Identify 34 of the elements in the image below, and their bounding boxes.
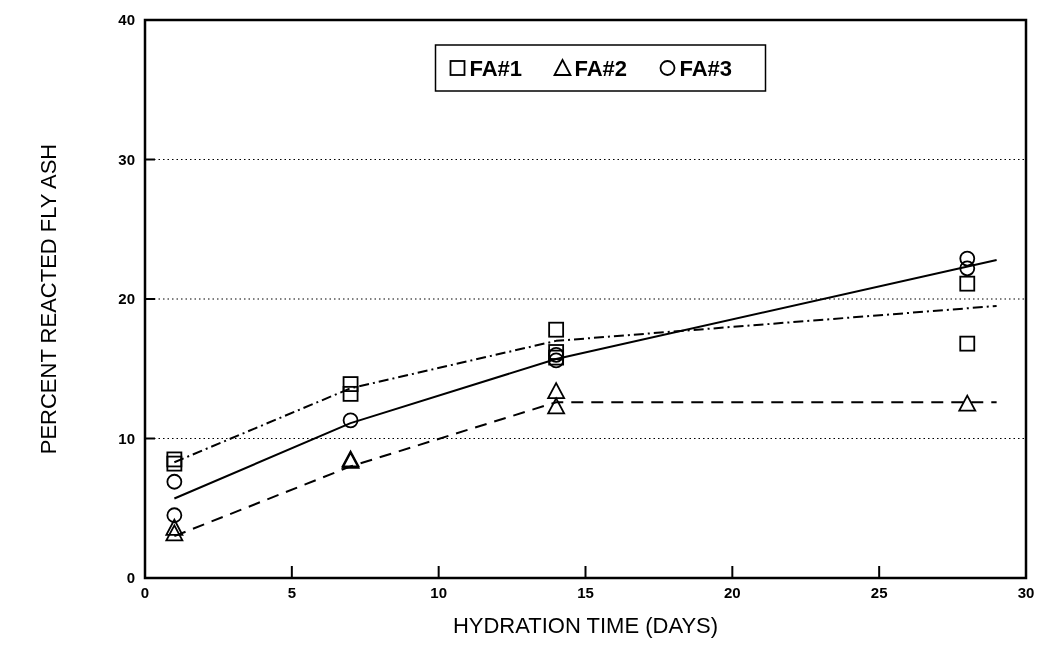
- y-tick-label: 20: [118, 290, 135, 307]
- point: [165, 524, 184, 542]
- x-tick-label: 30: [1017, 584, 1035, 601]
- x-tick-label: 20: [723, 584, 741, 601]
- legend-label: FA#1: [469, 56, 523, 81]
- point: [342, 385, 359, 402]
- point: [548, 321, 565, 338]
- point: [959, 275, 976, 292]
- point: [959, 260, 976, 277]
- x-tick-label: 15: [577, 584, 594, 601]
- x-tick-label: 0: [140, 584, 150, 601]
- point: [342, 376, 359, 392]
- point: [958, 394, 977, 412]
- point: [165, 518, 184, 536]
- x-tick-label: 5: [287, 584, 297, 601]
- point: [547, 397, 566, 415]
- y-tick-label: 30: [118, 150, 135, 168]
- point: [166, 455, 183, 472]
- x-axis-title: HYDRATION TIME (DAYS): [452, 613, 719, 638]
- x-tick-label: 10: [430, 584, 448, 601]
- point: [166, 507, 183, 524]
- x-tick-label: 25: [870, 584, 888, 601]
- y-tick-label: 0: [126, 569, 135, 586]
- legend-label: FA#2: [574, 56, 628, 81]
- point: [166, 473, 183, 490]
- point: [342, 412, 359, 429]
- point: [166, 451, 183, 468]
- point: [959, 250, 976, 267]
- y-tick-label: 40: [118, 11, 135, 28]
- point: [547, 382, 566, 399]
- point: [959, 335, 976, 352]
- y-axis-title: PERCENT REACTED FLY ASH: [36, 143, 61, 455]
- legend-label: FA#3: [679, 56, 733, 81]
- y-tick-label: 10: [118, 429, 135, 447]
